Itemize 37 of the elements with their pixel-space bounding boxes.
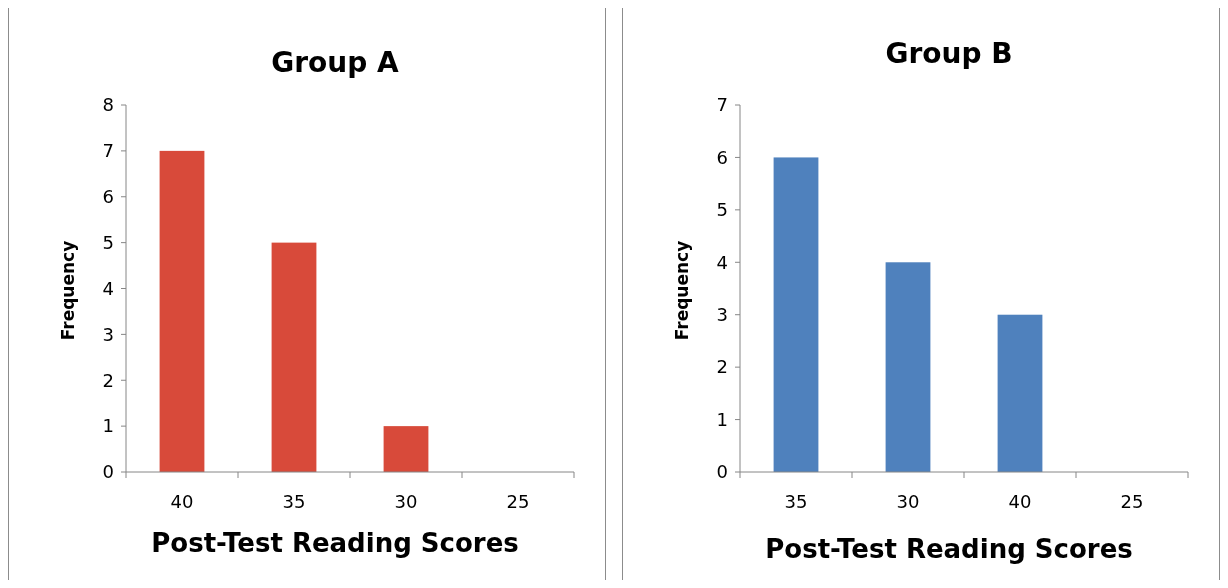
x-tick-label: 30 xyxy=(394,491,418,512)
x-tick-label: 40 xyxy=(1008,491,1032,512)
x-axis-title: Post-Test Reading Scores xyxy=(151,528,519,558)
y-tick-label: 5 xyxy=(102,231,114,253)
y-tick-label: 1 xyxy=(102,415,114,437)
y-tick-label: 2 xyxy=(102,369,114,391)
y-axis-title: Frequency xyxy=(58,240,78,341)
y-tick-label: 4 xyxy=(102,277,114,299)
y-tick-label: 3 xyxy=(102,323,114,345)
y-tick-label: 7 xyxy=(716,94,728,116)
y-tick-label: 7 xyxy=(102,140,114,162)
y-tick-label: 0 xyxy=(102,461,114,483)
bar xyxy=(271,242,317,472)
bar xyxy=(773,157,819,472)
x-tick-label: 25 xyxy=(1120,491,1144,512)
x-tick-label: 40 xyxy=(170,491,194,512)
chart-title: Group B xyxy=(885,37,1013,70)
x-tick-label: 25 xyxy=(506,491,530,512)
y-tick-label: 8 xyxy=(102,94,114,116)
bar xyxy=(383,426,429,472)
chart-title: Group A xyxy=(271,46,400,79)
y-tick-label: 6 xyxy=(102,186,114,208)
bar xyxy=(159,150,205,472)
x-tick-label: 35 xyxy=(282,491,306,512)
y-tick-label: 6 xyxy=(716,146,728,168)
x-tick-label: 35 xyxy=(784,491,808,512)
x-axis-title: Post-Test Reading Scores xyxy=(765,534,1133,564)
y-tick-label: 2 xyxy=(716,356,728,378)
x-tick-label: 30 xyxy=(896,491,920,512)
y-tick-label: 5 xyxy=(716,199,728,221)
y-tick-label: 1 xyxy=(716,408,728,430)
bar xyxy=(885,262,931,472)
y-tick-label: 0 xyxy=(716,461,728,483)
y-tick-label: 3 xyxy=(716,304,728,326)
y-tick-label: 4 xyxy=(716,251,728,273)
bar xyxy=(997,314,1043,472)
y-axis-title: Frequency xyxy=(672,240,692,341)
